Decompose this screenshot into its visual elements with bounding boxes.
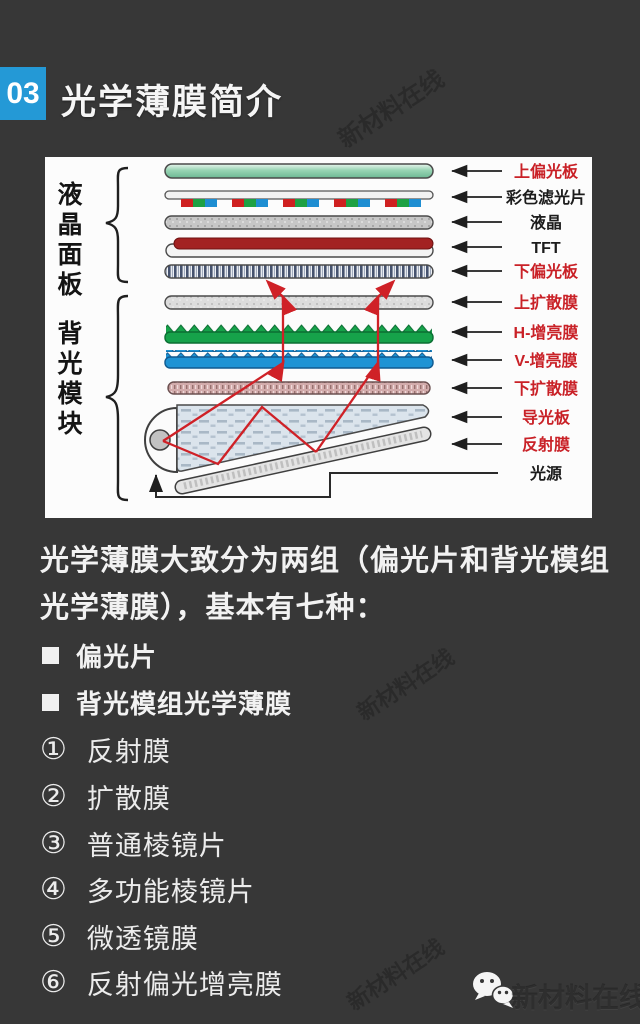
wechat-icon [473,972,515,1008]
circled-number-icon: ① [40,733,67,766]
section-number-badge: 03 [0,67,46,120]
circled-number-icon: ③ [40,827,67,860]
circled-number-icon: ② [40,780,67,813]
bullet-polarizer: 偏光片 [42,637,157,674]
list-item: ⑤ 微透镜膜 [40,917,199,956]
diagram-panel [45,157,592,518]
list-item: ⑥ 反射偏光增亮膜 [40,963,283,1002]
watermark-top: 新材料在线 [333,65,450,154]
list-item-label: 扩散膜 [86,784,171,814]
intro-line-1: 光学薄膜大致分为两组（偏光片和背光模组 [40,545,611,577]
square-bullet-icon [42,647,59,664]
bullet-backlight-films: 背光模组光学薄膜 [42,684,292,721]
list-item-label: 普通棱镜片 [86,831,227,861]
brand-name: 新材料在线 [511,983,640,1013]
bullet-label: 偏光片 [76,642,158,672]
list-item-label: 反射偏光增亮膜 [86,970,283,1000]
circled-number-icon: ④ [40,873,67,906]
group-label-backlight-module: 背光模块 [54,320,82,440]
watermark-middle: 新材料在线 [352,644,459,726]
watermark-bottom: 新材料在线 [342,934,449,1016]
group-label-lcd-panel: 液晶面板 [54,181,82,301]
list-item-label: 微透镜膜 [86,924,199,954]
list-item: ③ 普通棱镜片 [40,824,227,863]
list-item-label: 反射膜 [86,737,171,767]
bullet-label: 背光模组光学薄膜 [76,689,293,719]
list-item: ① 反射膜 [40,730,171,769]
list-item: ② 扩散膜 [40,777,171,816]
circled-number-icon: ⑤ [40,920,67,953]
page-title: 光学薄膜简介 [61,83,284,122]
list-item-label: 多功能棱镜片 [86,877,255,907]
intro-line-2: 光学薄膜），基本有七种： [40,592,386,624]
list-item: ④ 多功能棱镜片 [40,870,255,909]
square-bullet-icon [42,694,59,711]
circled-number-icon: ⑥ [40,966,67,999]
